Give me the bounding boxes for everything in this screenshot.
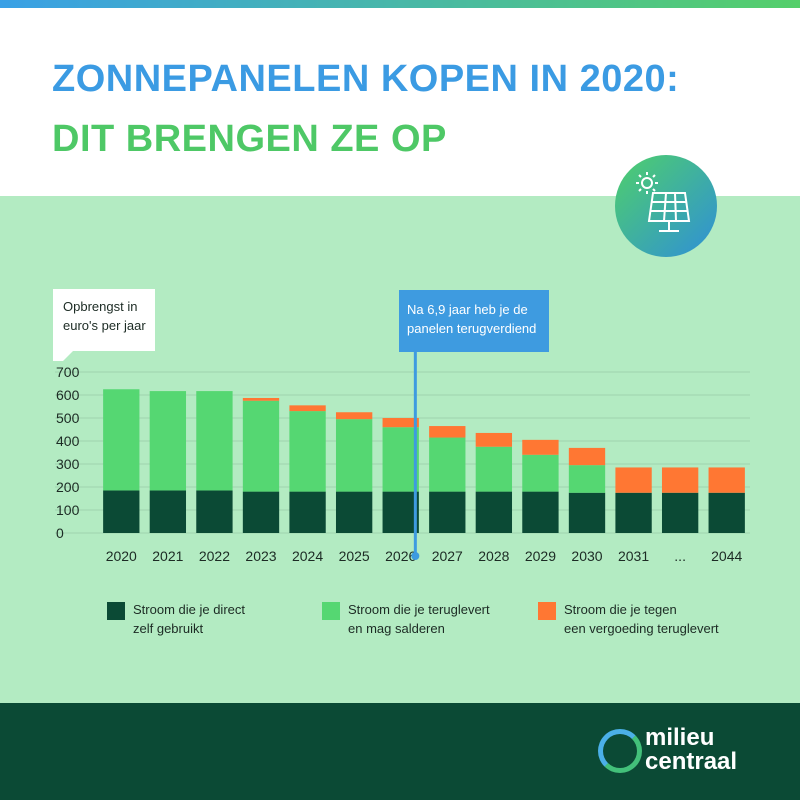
- footer: [0, 703, 800, 800]
- brand-line-2: centraal: [645, 748, 738, 775]
- callout-line-1: Na 6,9 jaar heb je de: [407, 302, 528, 317]
- legend-label-line-1: Stroom die je direct: [133, 602, 245, 617]
- legend-swatch: [538, 602, 556, 620]
- title-line-1: ZONNEPANELEN KOPEN IN 2020:: [52, 58, 680, 100]
- header: ZONNEPANELEN KOPEN IN 2020: DIT BRENGEN …: [0, 8, 800, 196]
- top-accent-bar: [0, 0, 800, 8]
- brand-logo-text: milieu centraal: [645, 726, 737, 774]
- legend-swatch: [322, 602, 340, 620]
- y-axis-label-line-2: euro's per jaar: [63, 318, 146, 333]
- payback-callout: Na 6,9 jaar heb je de panelen terugverdi…: [399, 290, 549, 352]
- legend-label-line-1: Stroom die je teruglevert: [348, 602, 490, 617]
- y-axis-label-line-1: Opbrengst in: [63, 299, 138, 314]
- y-axis-label-pointer: [53, 351, 73, 361]
- legend-swatch: [107, 602, 125, 620]
- brand-line-1: milieu: [645, 724, 715, 751]
- legend-label-line-2: een vergoeding teruglevert: [564, 621, 719, 636]
- legend-label-line-2: zelf gebruikt: [133, 621, 204, 636]
- solar-panel-icon: [615, 155, 717, 257]
- legend-label-line-1: Stroom die je tegen: [564, 602, 677, 617]
- y-axis-label: Opbrengst in euro's per jaar: [53, 289, 155, 351]
- milieu-centraal-logo-icon: [598, 729, 642, 773]
- callout-line-2: panelen terugverdiend: [407, 321, 537, 336]
- legend-label-line-2: en mag salderen: [348, 621, 445, 636]
- title-line-2: DIT BRENGEN ZE OP: [52, 118, 447, 160]
